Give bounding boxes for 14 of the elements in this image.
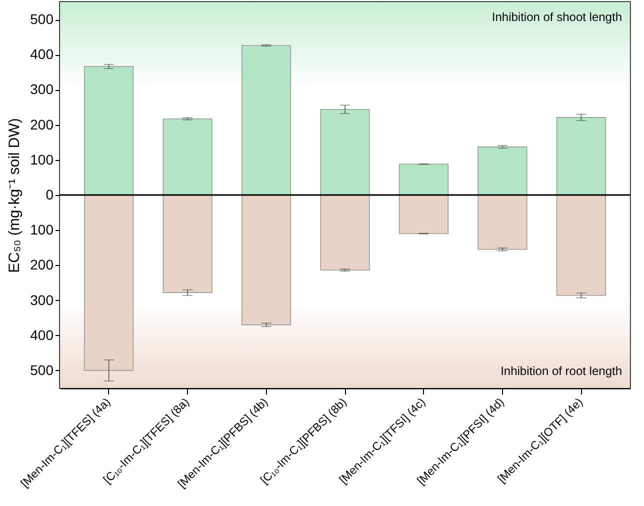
y-tick-label: 100 [30,151,54,168]
band-label: Inhibition of shoot length [492,10,622,24]
y-tick-label: 400 [30,326,54,343]
y-tick-label: 100 [30,222,54,238]
y-tick-label: 500 [30,11,54,28]
y-tick-label: 300 [30,81,54,98]
y-tick-label: 0 [46,186,54,202]
y-tick-label: 500 [30,362,54,378]
y-axis-title: EC₅₀ (mg·kg⁻¹ soil DW) [6,118,24,273]
y-tick-label: 300 [30,292,54,308]
y-tick-label: 200 [30,116,54,132]
y-tick-label: 200 [30,256,54,273]
y-tick-label: 400 [30,46,54,62]
band-label: Inhibition of root length [500,364,622,378]
